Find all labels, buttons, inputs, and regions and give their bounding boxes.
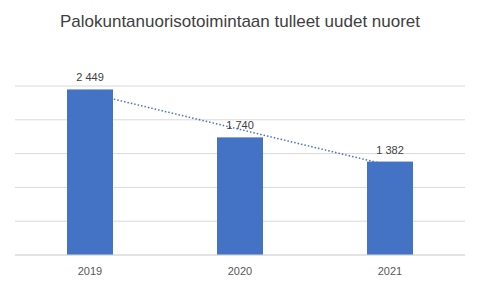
bar	[217, 137, 263, 255]
x-axis-line	[15, 255, 465, 256]
grid-line	[15, 255, 465, 256]
chart-svg: Palokuntanuorisotoimintaan tulleet uudet…	[0, 0, 480, 288]
data-label: 1 740	[226, 119, 254, 131]
bars	[67, 89, 413, 255]
x-tick-label: 2020	[228, 265, 252, 277]
chart-title: Palokuntanuorisotoimintaan tulleet uudet…	[60, 12, 420, 31]
bar	[367, 162, 413, 255]
data-label: 2 449	[76, 71, 104, 83]
x-tick-label: 2021	[378, 265, 402, 277]
x-tick-label: 2019	[78, 265, 102, 277]
data-label: 1 382	[376, 144, 404, 156]
chart-container: Palokuntanuorisotoimintaan tulleet uudet…	[0, 0, 480, 288]
grid-line	[15, 86, 465, 87]
trend-line	[90, 93, 390, 165]
bar	[67, 89, 113, 255]
